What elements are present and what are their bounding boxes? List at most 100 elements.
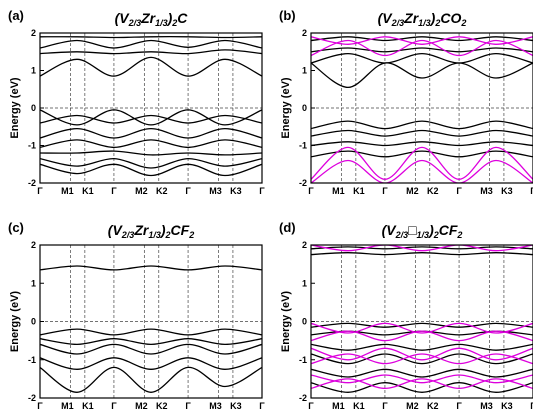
band-line: [40, 150, 262, 156]
y-tick-label: -1: [299, 141, 307, 151]
y-tick-label: 1: [31, 66, 36, 76]
y-tick-label: 2: [31, 240, 36, 250]
title-part: 2/3: [391, 18, 405, 28]
title-part: (V: [108, 222, 124, 238]
y-tick-label: 0: [31, 317, 36, 327]
x-tick-label: K1: [82, 186, 94, 196]
x-tick-label: K1: [353, 186, 365, 196]
band-line: [40, 109, 262, 126]
band-line: [311, 62, 533, 89]
y-tick-label: 1: [31, 278, 36, 288]
band-line: [40, 139, 262, 149]
x-tick-label: Γ: [530, 401, 533, 411]
title-part: 1/3: [148, 230, 161, 240]
band-line: [311, 368, 533, 378]
title-part: CF: [171, 222, 190, 238]
band-line: [311, 322, 533, 334]
title-part: CF: [439, 222, 458, 238]
x-tick-label: K2: [427, 401, 439, 411]
x-tick-label: K3: [501, 401, 513, 411]
bands: [40, 36, 262, 177]
band-line: [40, 36, 262, 39]
title-part: 2/3: [128, 18, 142, 28]
band-line: [311, 141, 533, 147]
chart-title: (V2/3□1/3)2CF2: [382, 222, 463, 240]
title-part: ): [427, 222, 434, 238]
bands: [40, 265, 262, 393]
title-part: 2: [171, 18, 177, 28]
x-tick-label: K1: [353, 401, 365, 411]
title-part: CO: [440, 10, 461, 26]
band-line: [40, 343, 262, 355]
x-tick-label: M3: [209, 186, 222, 196]
band-line: [40, 56, 262, 77]
title-part: 1/3: [417, 230, 430, 240]
x-tick-label: Γ: [37, 401, 43, 411]
band-line: [311, 347, 533, 361]
band-line: [311, 52, 533, 64]
y-tick-label: 0: [31, 103, 36, 113]
title-part: ): [429, 10, 436, 26]
band-line: [40, 338, 262, 346]
x-tick-label: Γ: [308, 401, 314, 411]
title-part: 2: [434, 18, 440, 28]
title-part: 1/3: [418, 18, 431, 28]
band-line: [311, 252, 533, 256]
panel-label: (b): [279, 8, 296, 23]
band-line: [311, 246, 533, 250]
y-tick-label: 1: [302, 66, 307, 76]
band-line: [40, 357, 262, 370]
title-part: Zr: [133, 222, 150, 238]
x-tick-label: M2: [135, 186, 148, 196]
title-part: ): [159, 222, 166, 238]
y-tick-label: -2: [28, 393, 36, 403]
x-tick-label: M1: [332, 401, 345, 411]
title-part: (V: [115, 10, 131, 26]
y-tick-label: -2: [299, 178, 307, 188]
x-tick-label: Γ: [308, 186, 314, 196]
y-tick-label: 0: [302, 103, 307, 113]
band-line: [40, 265, 262, 271]
band-line: [311, 129, 533, 137]
x-tick-label: Γ: [382, 186, 388, 196]
title-part: 2: [433, 230, 439, 240]
y-tick-label: -2: [28, 178, 36, 188]
x-tick-label: Γ: [259, 401, 265, 411]
x-tick-label: Γ: [111, 186, 117, 196]
band-line: [311, 146, 533, 180]
band-line: [311, 382, 533, 393]
title-part: (V: [382, 222, 398, 238]
x-tick-label: M2: [406, 401, 419, 411]
band-line: [311, 36, 533, 45]
y-tick-label: 2: [31, 28, 36, 38]
band-line: [311, 47, 533, 53]
title-part: (V: [378, 10, 394, 26]
title-part: ): [166, 10, 173, 26]
title-part: 2: [456, 230, 462, 240]
x-tick-label: M3: [209, 401, 222, 411]
x-tick-label: M3: [480, 186, 493, 196]
title-part: 2: [460, 18, 466, 28]
band-line: [311, 245, 533, 252]
title-part: 2/3: [121, 230, 135, 240]
y-axis-label: Energy (eV): [280, 77, 292, 138]
band-line: [40, 157, 262, 169]
title-part: □: [408, 222, 417, 238]
band-line: [311, 36, 533, 42]
band-line: [311, 378, 533, 390]
x-tick-label: Γ: [185, 401, 191, 411]
panel-label: (c): [8, 220, 24, 235]
x-tick-label: M1: [332, 186, 345, 196]
panel-label: (a): [8, 8, 24, 23]
x-tick-label: K3: [230, 401, 242, 411]
x-tick-label: Γ: [456, 401, 462, 411]
band-line: [311, 353, 533, 365]
x-tick-label: Γ: [259, 186, 265, 196]
panel-label: (d): [279, 220, 296, 235]
y-tick-label: 1: [302, 278, 307, 288]
band-line: [311, 39, 533, 57]
